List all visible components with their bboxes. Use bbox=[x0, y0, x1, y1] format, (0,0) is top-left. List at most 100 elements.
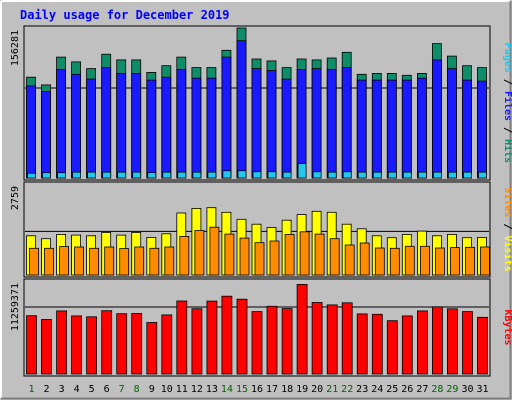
day-label-30: 30 bbox=[461, 384, 473, 395]
kbytes-bar-day-12 bbox=[191, 308, 203, 375]
day-label-2: 2 bbox=[43, 384, 49, 395]
pages-bar-day-29 bbox=[448, 171, 457, 179]
pages-bar-day-19 bbox=[297, 163, 307, 179]
kbytes-bar-day-27 bbox=[416, 310, 428, 375]
kbytes-bar-day-29 bbox=[446, 308, 458, 375]
pages-bar-day-3 bbox=[57, 172, 66, 179]
sites-bar-day-16 bbox=[254, 242, 265, 276]
legend-separator: / bbox=[502, 217, 512, 235]
files-bar-day-29 bbox=[446, 68, 457, 179]
sites-bar-day-24 bbox=[374, 247, 385, 276]
sites-bar-day-10 bbox=[164, 246, 175, 276]
kbytes-bar-day-1 bbox=[26, 315, 37, 375]
pages-bar-day-27 bbox=[418, 171, 427, 179]
day-label-16: 16 bbox=[251, 384, 263, 395]
kbytes-bar-day-24 bbox=[371, 313, 383, 375]
pages-bar-day-6 bbox=[102, 171, 112, 179]
day-label-21: 21 bbox=[326, 384, 338, 395]
sites-bar-day-22 bbox=[344, 244, 355, 276]
pages-bar-day-9 bbox=[147, 172, 157, 179]
kbytes-bar-day-26 bbox=[401, 315, 413, 375]
kbytes-bar-day-4 bbox=[71, 315, 82, 375]
pages-bar-day-18 bbox=[282, 171, 292, 179]
sites-bar-day-2 bbox=[44, 247, 54, 276]
files-bar-day-9 bbox=[146, 79, 157, 179]
pages-bar-day-17 bbox=[267, 171, 277, 179]
pages-bar-day-1 bbox=[27, 172, 36, 179]
sites-bar-day-20 bbox=[314, 233, 325, 276]
pages-bar-day-10 bbox=[162, 171, 172, 179]
files-bar-day-1 bbox=[26, 85, 36, 179]
day-label-9: 9 bbox=[149, 384, 155, 395]
files-bar-day-3 bbox=[56, 69, 66, 179]
sites-bar-day-30 bbox=[465, 246, 475, 276]
legend-item-hits: Hits bbox=[502, 139, 512, 163]
sites-bar-day-6 bbox=[104, 246, 115, 276]
day-label-3: 3 bbox=[59, 384, 65, 395]
sites-bar-day-19 bbox=[299, 231, 310, 276]
sites-bar-day-11 bbox=[179, 235, 190, 276]
kbytes-bar-day-17 bbox=[266, 305, 278, 375]
pages-bar-day-5 bbox=[87, 171, 96, 179]
day-label-10: 10 bbox=[161, 384, 173, 395]
files-bar-day-25 bbox=[386, 79, 397, 179]
files-bar-day-27 bbox=[416, 77, 427, 179]
kbytes-bar-day-18 bbox=[281, 308, 293, 375]
files-bar-day-11 bbox=[176, 69, 187, 179]
pages-bar-day-24 bbox=[372, 171, 382, 179]
day-label-26: 26 bbox=[401, 384, 413, 395]
legend-item-kbytes: KBytes bbox=[502, 309, 512, 345]
files-bar-day-6 bbox=[101, 67, 112, 179]
pages-bar-day-12 bbox=[192, 171, 202, 179]
kbytes-bar-day-8 bbox=[131, 313, 143, 375]
day-label-29: 29 bbox=[446, 384, 458, 395]
files-bar-day-19 bbox=[296, 69, 307, 179]
pages-bar-day-25 bbox=[387, 171, 397, 179]
pages-bar-day-28 bbox=[433, 171, 442, 179]
sites-bar-day-8 bbox=[134, 246, 145, 276]
sites-bar-day-21 bbox=[329, 238, 340, 276]
kbytes-bar-day-15 bbox=[236, 298, 248, 375]
kbytes-bar-day-3 bbox=[56, 310, 67, 375]
pages-bar-day-20 bbox=[312, 171, 322, 179]
day-label-17: 17 bbox=[266, 384, 278, 395]
sites-bar-day-18 bbox=[284, 233, 295, 276]
pages-bar-day-16 bbox=[252, 171, 262, 179]
pages-bar-day-11 bbox=[177, 171, 187, 179]
day-label-7: 7 bbox=[119, 384, 125, 395]
legend-hits-files-pages: Pages / Files / Hits bbox=[502, 43, 512, 163]
files-bar-day-16 bbox=[251, 68, 262, 179]
day-label-20: 20 bbox=[311, 384, 323, 395]
kbytes-bar-day-23 bbox=[356, 313, 368, 375]
day-label-22: 22 bbox=[341, 384, 353, 395]
files-bar-day-8 bbox=[131, 73, 142, 179]
kbytes-bar-day-10 bbox=[161, 314, 173, 375]
files-bar-day-4 bbox=[71, 73, 81, 179]
kbytes-bar-day-31 bbox=[477, 316, 488, 375]
files-bar-day-7 bbox=[116, 73, 127, 179]
day-label-23: 23 bbox=[356, 384, 368, 395]
kbytes-bar-day-22 bbox=[341, 302, 353, 375]
files-bar-day-30 bbox=[462, 79, 472, 179]
files-bar-day-10 bbox=[161, 76, 172, 179]
files-bar-day-5 bbox=[86, 78, 96, 179]
ymax-label-visits-sites: 2759 bbox=[10, 186, 21, 210]
day-label-12: 12 bbox=[191, 384, 203, 395]
kbytes-bar-day-28 bbox=[431, 306, 443, 375]
day-label-28: 28 bbox=[431, 384, 443, 395]
day-label-13: 13 bbox=[206, 384, 218, 395]
day-label-15: 15 bbox=[236, 384, 248, 395]
pages-bar-day-31 bbox=[478, 171, 487, 179]
kbytes-bar-day-30 bbox=[462, 311, 473, 375]
files-bar-day-21 bbox=[326, 69, 337, 179]
kbytes-bar-day-14 bbox=[221, 295, 233, 375]
kbytes-bar-day-21 bbox=[326, 304, 338, 375]
files-bar-day-17 bbox=[266, 70, 277, 179]
day-label-14: 14 bbox=[221, 384, 233, 395]
files-bar-day-24 bbox=[371, 79, 382, 179]
files-bar-day-14 bbox=[221, 56, 232, 179]
legend-item-files: Files bbox=[502, 91, 512, 121]
day-label-6: 6 bbox=[104, 384, 110, 395]
